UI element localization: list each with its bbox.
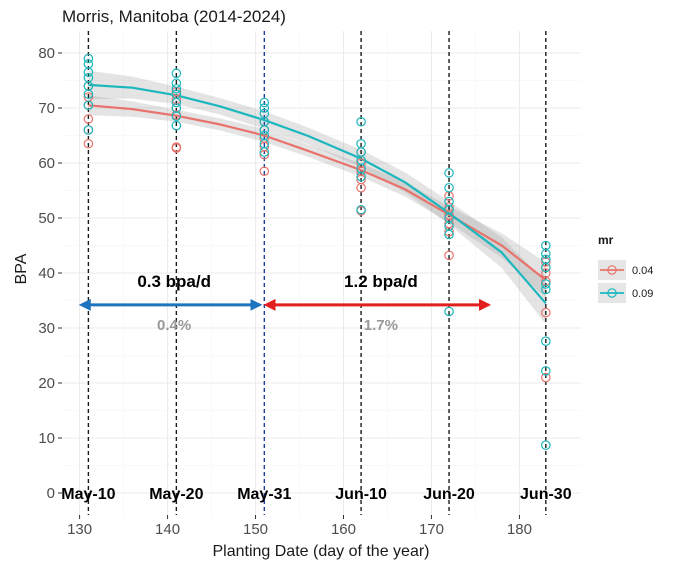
date-label: May-31 (237, 486, 291, 503)
point-mr-0.09 (171, 120, 182, 131)
legend-key-point (607, 288, 617, 298)
legend-key-point (607, 265, 617, 275)
y-tick-label: 30 (38, 320, 55, 337)
x-tick-label: 160 (331, 521, 356, 538)
y-tick-label: 10 (38, 430, 55, 447)
point-mr-0.09 (444, 196, 454, 207)
point-mr-0.09 (541, 254, 551, 265)
y-tick-label: 60 (38, 155, 55, 172)
point-mr-0.09 (541, 279, 551, 289)
date-label: May-10 (61, 486, 115, 503)
point-mr-0.09 (171, 89, 182, 100)
ci-band-mr-0.09 (88, 70, 546, 325)
point-mr-0.04 (356, 158, 366, 168)
point-mr-0.09 (541, 240, 551, 251)
point-mr-0.09 (83, 53, 94, 64)
y-tick-label: 20 (38, 375, 55, 392)
point-mr-0.09 (83, 72, 94, 83)
date-label: Jun-30 (520, 486, 572, 503)
point-mr-0.04 (541, 372, 551, 383)
legend-title: mr (598, 233, 614, 247)
point-mr-0.09 (171, 78, 182, 89)
point-mr-0.09 (259, 103, 270, 113)
point-mr-0.09 (259, 108, 270, 119)
pct-label: 0.4% (157, 317, 191, 334)
point-mr-0.04 (83, 138, 94, 149)
point-mr-0.04 (171, 142, 182, 152)
point-mr-0.04 (444, 250, 454, 261)
point-mr-0.09 (83, 59, 94, 69)
ci-band-mr-0.04 (88, 95, 546, 298)
data-points (83, 53, 551, 450)
y-tick-label: 50 (38, 210, 55, 227)
point-mr-0.09 (541, 440, 551, 450)
point-mr-0.04 (541, 268, 551, 278)
point-mr-0.09 (83, 100, 94, 111)
y-tick-label: 70 (38, 100, 55, 117)
legend-label: 0.04 (632, 265, 653, 277)
rate-annotations: 0.3 bpa/d 0.4% 1.2 bpa/d 1.7% (78, 272, 492, 334)
legend: mr 0.04 0.09 (598, 233, 653, 303)
x-tick-label: 140 (155, 521, 180, 538)
x-tick-label: 180 (507, 521, 532, 538)
x-tick-label: 130 (67, 521, 92, 538)
y-tick-label: 40 (38, 265, 55, 282)
point-mr-0.09 (259, 97, 270, 108)
point-mr-0.09 (356, 138, 366, 149)
point-mr-0.09 (171, 68, 182, 79)
point-mr-0.09 (444, 182, 454, 193)
fit-line-mr-0.09 (88, 83, 547, 305)
point-mr-0.04 (444, 202, 454, 212)
date-label: Jun-20 (423, 486, 475, 503)
date-labels: May-10 May-20 May-31 Jun-10 Jun-20 Jun-30 (61, 486, 571, 503)
point-mr-0.09 (356, 116, 366, 127)
point-mr-0.09 (356, 204, 366, 215)
point-mr-0.04 (259, 166, 270, 177)
pct-label: 1.7% (364, 317, 398, 334)
point-mr-0.09 (171, 83, 182, 94)
fit-lines (88, 83, 547, 305)
axis-ticks: 130 140 150 160 170 180 0 10 20 30 40 50 60 70 80 (38, 45, 532, 538)
point-mr-0.09 (171, 103, 182, 113)
x-axis-title: Planting Date (day of the year) (212, 543, 429, 560)
confidence-bands (88, 70, 546, 325)
date-label: Jun-10 (335, 486, 387, 503)
rate-label: 0.3 bpa/d (137, 272, 211, 291)
point-mr-0.09 (444, 168, 454, 178)
date-label: May-20 (149, 486, 203, 503)
y-tick-label: 80 (38, 45, 55, 62)
chart-title: Morris, Manitoba (2014-2024) (62, 7, 286, 26)
point-mr-0.09 (541, 366, 551, 376)
point-mr-0.09 (541, 284, 551, 295)
legend-label: 0.09 (632, 288, 653, 300)
y-axis-title: BPA (13, 253, 30, 284)
point-mr-0.09 (541, 336, 551, 346)
rate-label: 1.2 bpa/d (344, 272, 418, 291)
point-mr-0.04 (83, 114, 94, 124)
point-mr-0.09 (83, 125, 94, 135)
point-mr-0.04 (541, 307, 551, 318)
x-tick-label: 170 (419, 521, 444, 538)
point-mr-0.09 (259, 130, 270, 141)
y-tick-label: 0 (47, 485, 55, 502)
x-tick-label: 150 (243, 521, 268, 538)
